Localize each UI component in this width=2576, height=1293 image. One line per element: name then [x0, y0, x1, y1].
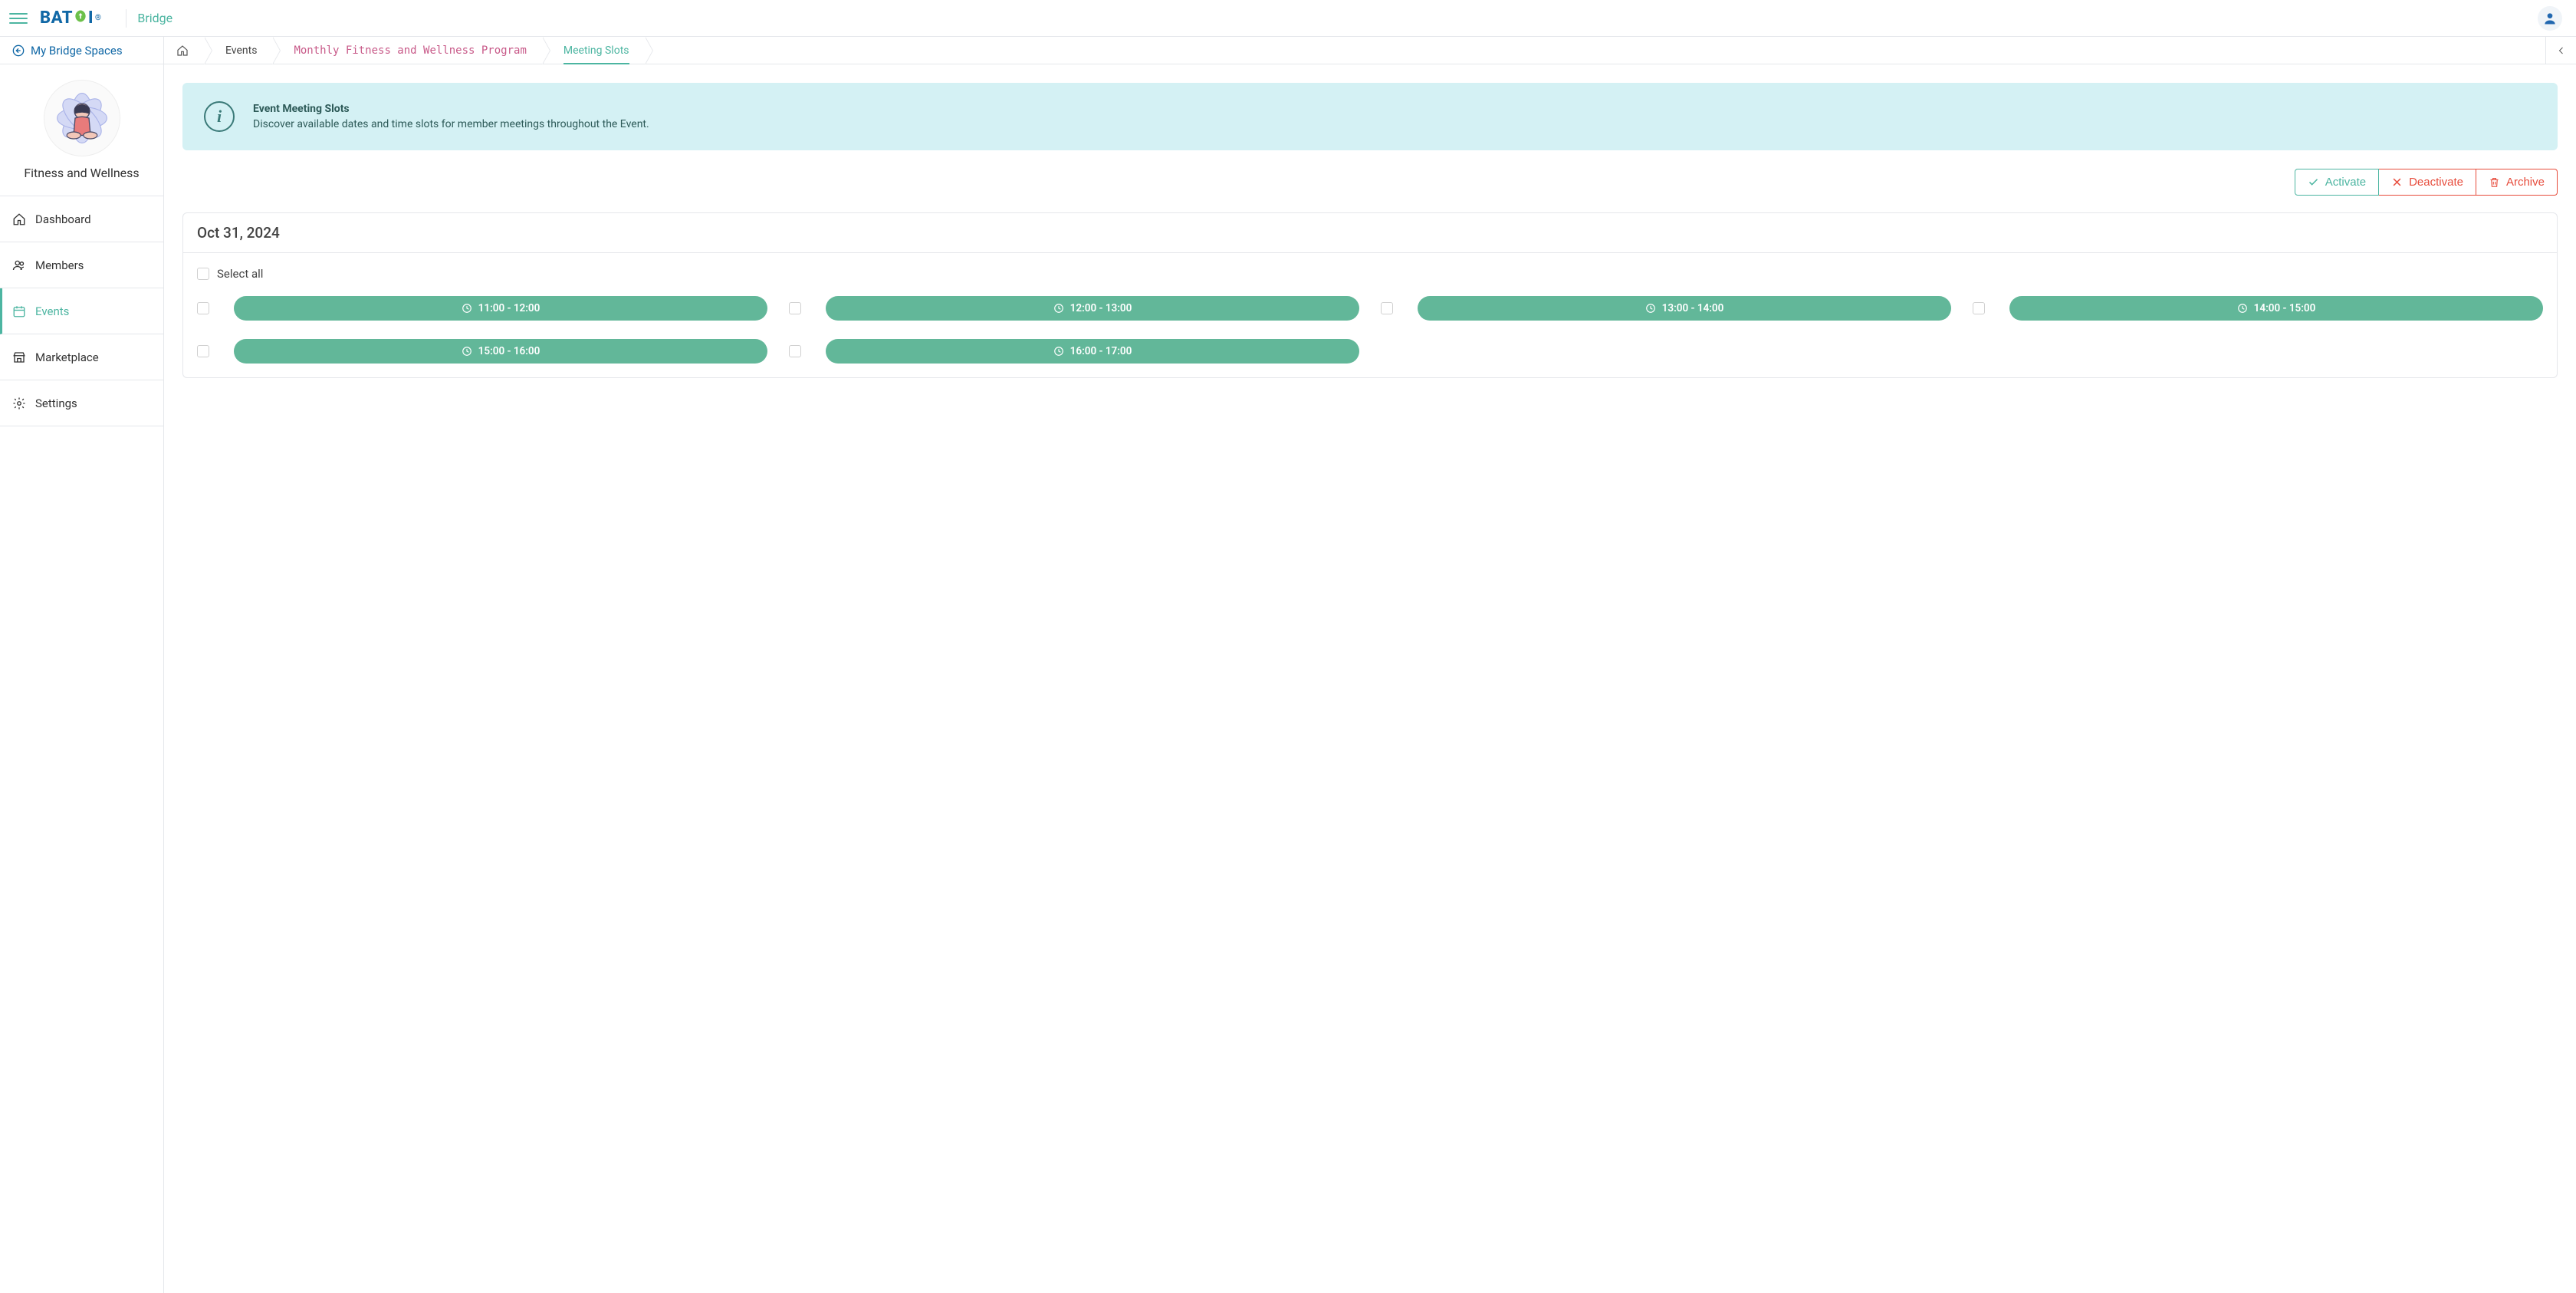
slot-checkbox[interactable] — [1381, 302, 1393, 314]
home-icon — [12, 212, 26, 226]
clock-icon — [2237, 303, 2248, 314]
sidebar: My Bridge Spaces — [0, 37, 164, 1293]
btn-label: Activate — [2325, 176, 2366, 189]
slot-time: 16:00 - 17:00 — [1070, 345, 1132, 357]
clock-icon — [462, 346, 472, 357]
collapse-panel-button[interactable] — [2545, 37, 2576, 64]
slot-cell: 14:00 - 15:00 — [1973, 296, 2543, 321]
gear-icon — [12, 396, 26, 410]
nav-label: Dashboard — [35, 212, 91, 226]
nav-label: Settings — [35, 396, 77, 410]
activate-button[interactable]: Activate — [2295, 169, 2379, 196]
slot-time: 14:00 - 15:00 — [2254, 302, 2316, 314]
select-all-checkbox[interactable] — [197, 268, 209, 280]
clock-icon — [1645, 303, 1656, 314]
banner-title: Event Meeting Slots — [253, 103, 649, 115]
logo[interactable]: BATI® — [40, 8, 101, 28]
slot-time: 15:00 - 16:00 — [478, 345, 540, 357]
slot-pill[interactable]: 13:00 - 14:00 — [1418, 296, 1951, 321]
select-all-label: Select all — [217, 267, 263, 281]
space-name: Fitness and Wellness — [12, 166, 151, 180]
slots-grid: 11:00 - 12:00 12:00 - 13:00 13:00 - 14:00 1… — [197, 296, 2543, 364]
slot-pill[interactable]: 15:00 - 16:00 — [234, 339, 767, 364]
topbar: BATI® Bridge — [0, 0, 2576, 37]
nav-label: Members — [35, 258, 84, 272]
slot-checkbox[interactable] — [789, 302, 801, 314]
main-content: Events Monthly Fitness and Wellness Prog… — [164, 37, 2576, 1293]
breadcrumb-current: Meeting Slots — [542, 37, 645, 64]
store-icon — [12, 350, 26, 364]
breadcrumb-events[interactable]: Events — [204, 37, 272, 64]
slot-time: 13:00 - 14:00 — [1662, 302, 1724, 314]
btn-label: Deactivate — [2409, 176, 2463, 189]
action-bar: Activate Deactivate Archive — [182, 169, 2558, 196]
slot-cell: 12:00 - 13:00 — [789, 296, 1359, 321]
breadcrumbs: Events Monthly Fitness and Wellness Prog… — [164, 37, 2576, 64]
slot-cell: 15:00 - 16:00 — [197, 339, 767, 364]
calendar-icon — [12, 304, 26, 318]
home-icon — [176, 44, 189, 57]
select-all-row: Select all — [197, 267, 2543, 281]
space-avatar — [44, 80, 120, 156]
sidebar-item-members[interactable]: Members — [0, 242, 163, 288]
slot-checkbox[interactable] — [789, 345, 801, 357]
trash-icon — [2489, 176, 2500, 188]
space-header: Fitness and Wellness — [0, 64, 163, 196]
sidebar-item-events[interactable]: Events — [0, 288, 163, 334]
clock-icon — [462, 303, 472, 314]
close-icon — [2391, 176, 2403, 188]
menu-toggle-button[interactable] — [9, 9, 28, 28]
slot-checkbox[interactable] — [197, 345, 209, 357]
sidebar-item-marketplace[interactable]: Marketplace — [0, 334, 163, 380]
crumb-label: Meeting Slots — [564, 44, 629, 57]
check-icon — [2308, 176, 2319, 188]
users-icon — [12, 258, 26, 272]
slots-card: Oct 31, 2024 Select all 11:00 - 12:00 12:… — [182, 212, 2558, 378]
date-heading: Oct 31, 2024 — [183, 213, 2557, 253]
brand-sub[interactable]: Bridge — [137, 11, 172, 25]
slot-cell: 11:00 - 12:00 — [197, 296, 767, 321]
clock-icon — [1053, 303, 1064, 314]
breadcrumb-home[interactable] — [164, 37, 204, 64]
deactivate-button[interactable]: Deactivate — [2378, 169, 2476, 196]
banner-desc: Discover available dates and time slots … — [253, 118, 649, 130]
divider — [126, 9, 127, 28]
breadcrumb-program[interactable]: Monthly Fitness and Wellness Program — [272, 37, 541, 64]
info-banner: i Event Meeting Slots Discover available… — [182, 83, 2558, 150]
crumb-label: Monthly Fitness and Wellness Program — [294, 44, 526, 57]
slot-pill[interactable]: 11:00 - 12:00 — [234, 296, 767, 321]
sidebar-item-dashboard[interactable]: Dashboard — [0, 196, 163, 242]
slot-pill[interactable]: 12:00 - 13:00 — [826, 296, 1359, 321]
chevron-left-icon — [2557, 46, 2566, 55]
back-to-spaces[interactable]: My Bridge Spaces — [0, 37, 163, 64]
back-label: My Bridge Spaces — [31, 44, 123, 58]
slot-pill[interactable]: 14:00 - 15:00 — [2009, 296, 2543, 321]
nav-label: Events — [35, 304, 69, 318]
sidebar-item-settings[interactable]: Settings — [0, 380, 163, 426]
slot-checkbox[interactable] — [197, 302, 209, 314]
info-icon: i — [204, 101, 235, 132]
slot-cell: 13:00 - 14:00 — [1381, 296, 1951, 321]
slot-time: 11:00 - 12:00 — [478, 302, 540, 314]
btn-label: Archive — [2506, 176, 2545, 189]
slot-cell: 16:00 - 17:00 — [789, 339, 1359, 364]
slot-checkbox[interactable] — [1973, 302, 1985, 314]
nav-label: Marketplace — [35, 350, 99, 364]
user-avatar[interactable] — [2538, 6, 2562, 31]
archive-button[interactable]: Archive — [2476, 169, 2558, 196]
slot-pill[interactable]: 16:00 - 17:00 — [826, 339, 1359, 364]
clock-icon — [1053, 346, 1064, 357]
slot-time: 12:00 - 13:00 — [1070, 302, 1132, 314]
crumb-label: Events — [225, 44, 257, 57]
